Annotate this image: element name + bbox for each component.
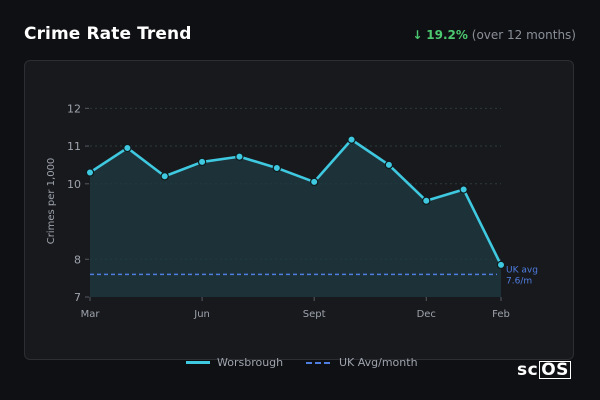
reference-label-line2: 7.6/m	[506, 276, 532, 286]
data-point-apr	[123, 143, 132, 153]
data-point-may	[160, 172, 169, 181]
data-point-jun	[197, 157, 207, 167]
trend-down-icon: ↓	[412, 28, 423, 42]
legend-label-uk-avg: UK Avg/month	[339, 356, 418, 369]
y-tick-label: 10	[67, 178, 81, 191]
data-point-mar	[85, 168, 95, 177]
data-point-aug	[272, 163, 282, 173]
legend-label-worsbrough: Worsbrough	[217, 356, 284, 369]
data-point-dec	[422, 196, 431, 205]
series-line-worsbrough	[89, 138, 503, 266]
data-point-jan	[459, 185, 468, 194]
change-period: (over 12 months)	[471, 28, 576, 42]
brand-logo: sc OS	[517, 360, 571, 380]
brand-boxed: OS	[539, 360, 571, 380]
data-point-nov	[384, 160, 394, 170]
chart-title: Crime Rate Trend	[24, 24, 192, 44]
change-indicator: ↓ 19.2% (over 12 months)	[412, 28, 576, 42]
y-tick-label: 8	[74, 253, 81, 266]
change-percent: 19.2%	[426, 28, 468, 42]
series-area-fill	[90, 139, 501, 297]
y-tick-label: 12	[67, 102, 81, 115]
x-tick-label-jun: Jun	[193, 309, 210, 320]
x-tick-label-mar: Mar	[81, 309, 101, 320]
x-tick-label-feb: Feb	[492, 309, 510, 320]
legend-swatch-dashed	[306, 362, 330, 364]
y-tick-label: 7	[74, 291, 81, 304]
reference-label-line1: UK avg	[506, 265, 538, 275]
data-point-jul	[235, 152, 244, 161]
data-point-sept	[309, 177, 319, 187]
legend-swatch-line	[186, 361, 210, 364]
data-point-oct	[347, 135, 356, 144]
data-point-feb	[496, 260, 506, 270]
x-tick-label-dec: Dec	[417, 309, 436, 320]
y-axis-label: Crimes per 1,000	[46, 158, 57, 245]
x-tick-label-sept: Sept	[303, 309, 326, 320]
brand-prefix: sc	[517, 360, 539, 380]
chart-legend: Worsbrough UK Avg/month	[0, 356, 600, 370]
chart-header: Crime Rate Trend ↓ 19.2% (over 12 months…	[24, 24, 576, 50]
y-tick-label: 11	[67, 140, 81, 153]
